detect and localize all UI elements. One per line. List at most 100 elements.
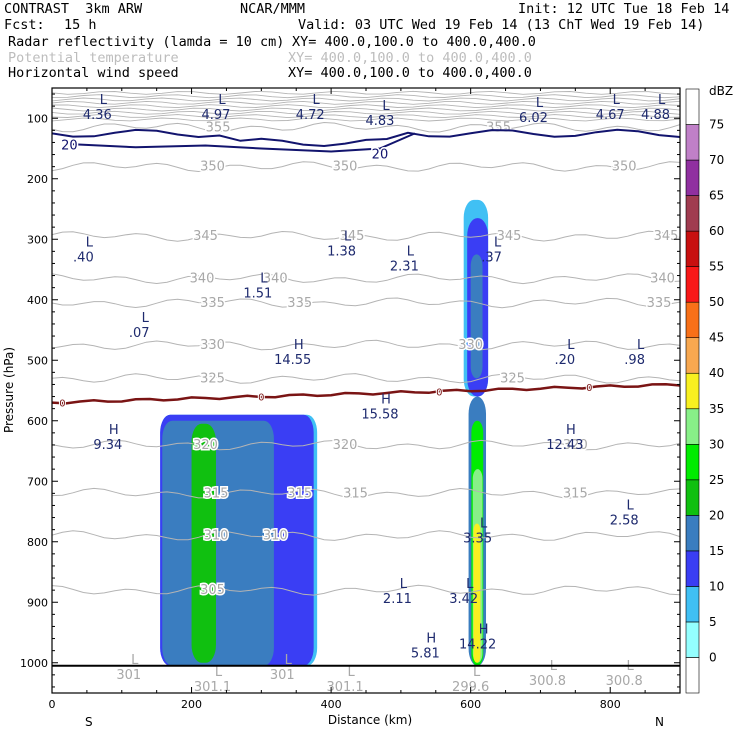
colorbar-swatch [685, 657, 700, 694]
extremum-marker: L [142, 311, 150, 326]
colorbar-swatch [685, 337, 700, 374]
reflectivity-region [191, 423, 216, 663]
theta-label: 320 [563, 438, 588, 453]
wind-label: 20 [61, 138, 78, 153]
theta-label: 330 [458, 338, 483, 353]
extremum-marker: L [86, 235, 94, 250]
x-tick-label: 800 [600, 698, 621, 711]
theta-label: 355 [486, 120, 511, 135]
field-xy-wind: XY= 400.0,100.0 to 400.0,400.0 [288, 65, 532, 81]
reflectivity-layer [160, 199, 489, 666]
theta-label: 330 [200, 338, 225, 353]
theta-label: 350 [612, 160, 637, 175]
theta-label: 310 [263, 529, 288, 544]
extremum-value: 14.55 [274, 353, 311, 368]
extremum-value: .40 [73, 250, 94, 265]
extremum-marker: L [466, 577, 474, 592]
reflectivity-region [162, 420, 274, 666]
colorbar-level-label: 70 [709, 153, 724, 167]
theta-contour [52, 487, 680, 499]
colorbar-level-label: 15 [709, 544, 724, 558]
extremum-value: 3.42 [449, 592, 478, 607]
colorbar-swatch [685, 266, 700, 303]
wind-contour [72, 132, 416, 153]
extremum-value: 2.31 [390, 259, 419, 274]
extremum-marker: H [381, 393, 391, 408]
x-tick-label: 200 [181, 698, 202, 711]
extremum-marker: L [613, 93, 621, 108]
extremum-value: 12.43 [546, 438, 583, 453]
extremum-marker: L [473, 665, 481, 680]
organization: NCAR/MMM [240, 1, 306, 17]
extremum-marker: H [294, 338, 304, 353]
wind-contour [52, 128, 680, 148]
extremum-marker: L [627, 499, 635, 514]
theta-label: 335 [200, 296, 225, 311]
theta-contour-upper [52, 90, 680, 95]
theta-label: 315 [204, 486, 229, 501]
y-tick-label: 400 [27, 294, 48, 307]
theta-label: 315 [563, 486, 588, 501]
theta-contour [52, 161, 680, 173]
theta-contour [52, 273, 680, 285]
colorbar-swatch [685, 408, 700, 445]
colorbar-swatch [685, 124, 700, 161]
y-tick-label: 600 [27, 415, 48, 428]
extremum-value: 5.81 [411, 647, 440, 662]
extremum-marker: L [567, 338, 575, 353]
extremum-marker: H [426, 632, 436, 647]
extremum-marker: L [100, 93, 108, 108]
colorbar-swatch [685, 88, 700, 125]
wind-label: 20 [372, 147, 389, 162]
theta-label: 345 [340, 229, 365, 244]
extremum-marker: L [313, 93, 321, 108]
theta-contour [52, 530, 680, 541]
theta-label: 315 [287, 486, 312, 501]
y-tick-label: 1000 [20, 657, 48, 670]
extremum-marker: L [658, 93, 666, 108]
init-time: Init: 12 UTC Tue 18 Feb 14 [518, 1, 730, 17]
colorbar-level-label: 30 [709, 437, 724, 451]
theta-label: 310 [204, 529, 229, 544]
freezing-level-layer: 0 0 0 0 [52, 382, 680, 410]
theta-contour-upper [52, 100, 680, 105]
theta-label: 335 [647, 296, 672, 311]
south-label: S [85, 715, 93, 729]
extremum-value: 3.35 [463, 532, 492, 547]
extremum-marker: L [400, 577, 408, 592]
theta-label: 355 [206, 120, 231, 135]
extremum-value: 4.83 [365, 114, 394, 129]
theta-contour [52, 339, 680, 351]
extremum-marker: L [637, 338, 645, 353]
colorbar-swatch [685, 550, 700, 587]
colorbar-swatch [685, 159, 700, 196]
extremum-marker: L [260, 272, 268, 287]
theta-label: 305 [200, 583, 225, 598]
extremum-value: 1.38 [327, 244, 356, 259]
forecast-hours: 15 h [64, 17, 97, 33]
theta-contour-upper [52, 107, 680, 112]
colorbar-level-label: 20 [709, 508, 724, 522]
theta-contour [52, 121, 680, 133]
theta-label: 315 [343, 486, 368, 501]
colorbar-level-label: 10 [709, 579, 724, 593]
colorbar-swatch [685, 621, 700, 658]
x-tick-label: 0 [49, 698, 56, 711]
y-axis-label: Pressure (hPa) [2, 347, 16, 433]
x-axis-label: Distance (km) [328, 713, 412, 727]
extremum-marker: L [131, 653, 139, 668]
freezing-label: 0 [59, 398, 65, 409]
theta-label: 340 [190, 272, 215, 287]
extremum-marker: L [344, 229, 352, 244]
valid-time: Valid: 03 UTC Wed 19 Feb 14 (13 ChT Wed … [298, 17, 705, 33]
field-xy-theta: XY= 400.0,100.0 to 400.0,400.0 [288, 50, 532, 66]
colorbar-swatch [685, 515, 700, 552]
theta-contour-upper [52, 97, 680, 102]
theta-label: 340 [650, 272, 675, 287]
extremum-value: 15.58 [361, 408, 398, 423]
colorbar-level-label: 65 [709, 189, 724, 203]
extremum-value: 301.1 [326, 680, 363, 695]
colorbar-level-label: 0 [709, 650, 717, 664]
extremum-value: 4.36 [83, 108, 112, 123]
colorbar-level-label: 40 [709, 366, 724, 380]
